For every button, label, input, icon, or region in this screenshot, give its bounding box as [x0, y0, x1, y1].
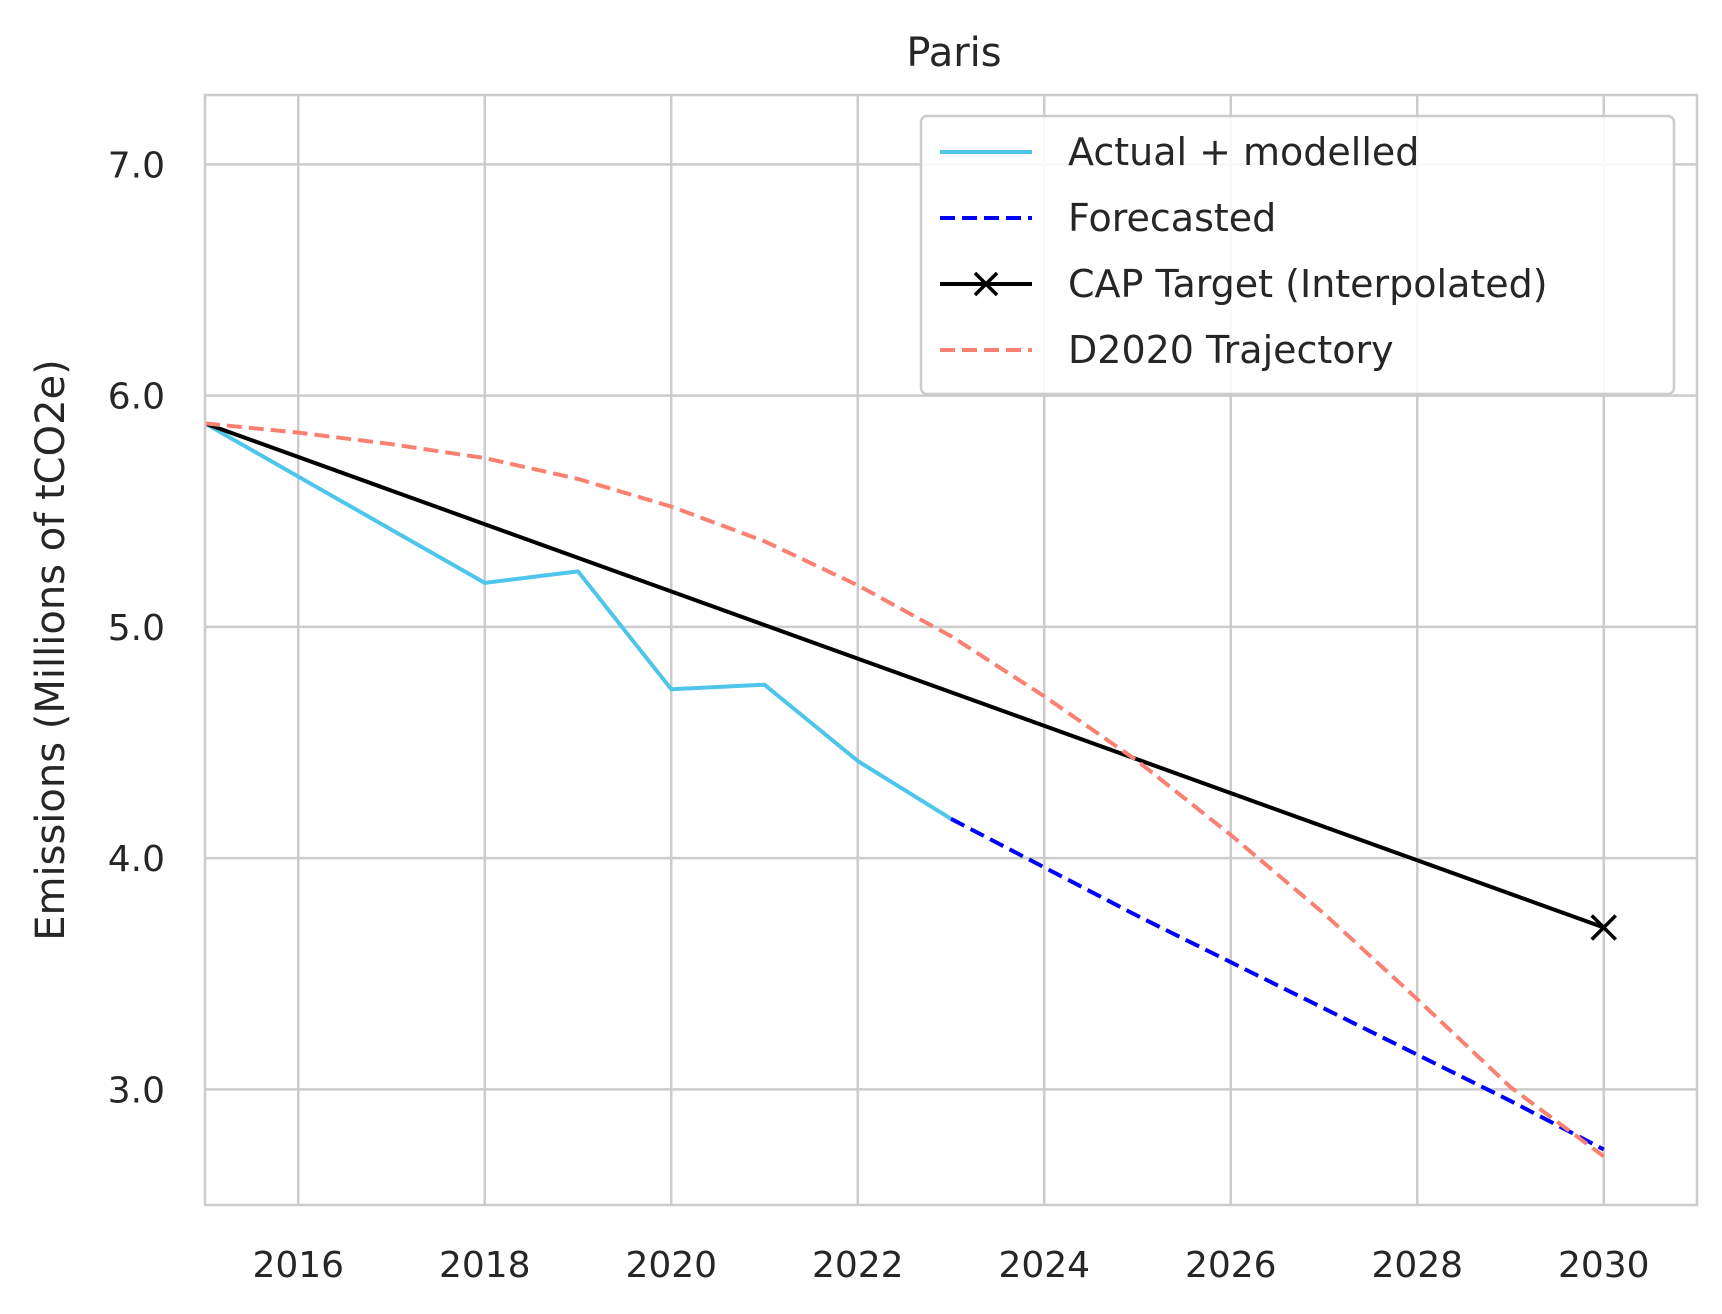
legend-item: Forecasted: [940, 196, 1276, 240]
series-line-forecasted: [950, 817, 1605, 1152]
y-tick-label: 4.0: [108, 839, 165, 880]
legend-box: [919, 114, 1676, 396]
legend-label: Actual + modelled: [1068, 130, 1419, 174]
legend-label: CAP Target (Interpolated): [1068, 262, 1548, 306]
series-line-d2020-trajectory: [204, 421, 1605, 1159]
chart-title: Paris: [906, 30, 1001, 76]
y-tick-label: 3.0: [108, 1070, 165, 1111]
series-line-actual-modelled: [204, 421, 953, 821]
y-axis: 3.0 4.0 5.0 6.0 7.0: [108, 145, 165, 1111]
legend-label: D2020 Trajectory: [1068, 328, 1394, 372]
series-line-cap-target-interpolated: [204, 421, 1605, 930]
x-tick-label: 2024: [998, 1245, 1090, 1286]
legend-label: Forecasted: [1068, 196, 1276, 240]
x-tick-label: 2028: [1371, 1245, 1463, 1286]
legend-item: CAP Target (Interpolated): [940, 262, 1548, 306]
y-tick-label: 7.0: [108, 145, 165, 186]
y-axis-title: Emissions (Millions of tCO2e): [28, 359, 74, 941]
legend: Actual + modelled Forecasted CAP Target (I…: [919, 114, 1676, 396]
x-tick-label: 2030: [1558, 1245, 1650, 1286]
x-tick-label: 2016: [252, 1245, 344, 1286]
x-marker-icon: [973, 271, 999, 297]
y-tick-label: 6.0: [108, 377, 165, 418]
x-axis: 2016 2018 2020 2022 2024 2026 2028 2030: [252, 1245, 1649, 1286]
x-tick-label: 2026: [1185, 1245, 1277, 1286]
series-layer: [204, 421, 1617, 1159]
target-x-marker: [1590, 914, 1617, 941]
legend-item: D2020 Trajectory: [940, 328, 1394, 372]
y-tick-label: 5.0: [108, 608, 165, 649]
plot-frame: [203, 93, 1699, 1207]
x-tick-label: 2022: [812, 1245, 904, 1286]
legend-item: Actual + modelled: [940, 130, 1419, 174]
x-tick-label: 2020: [625, 1245, 717, 1286]
x-tick-label: 2018: [439, 1245, 531, 1286]
